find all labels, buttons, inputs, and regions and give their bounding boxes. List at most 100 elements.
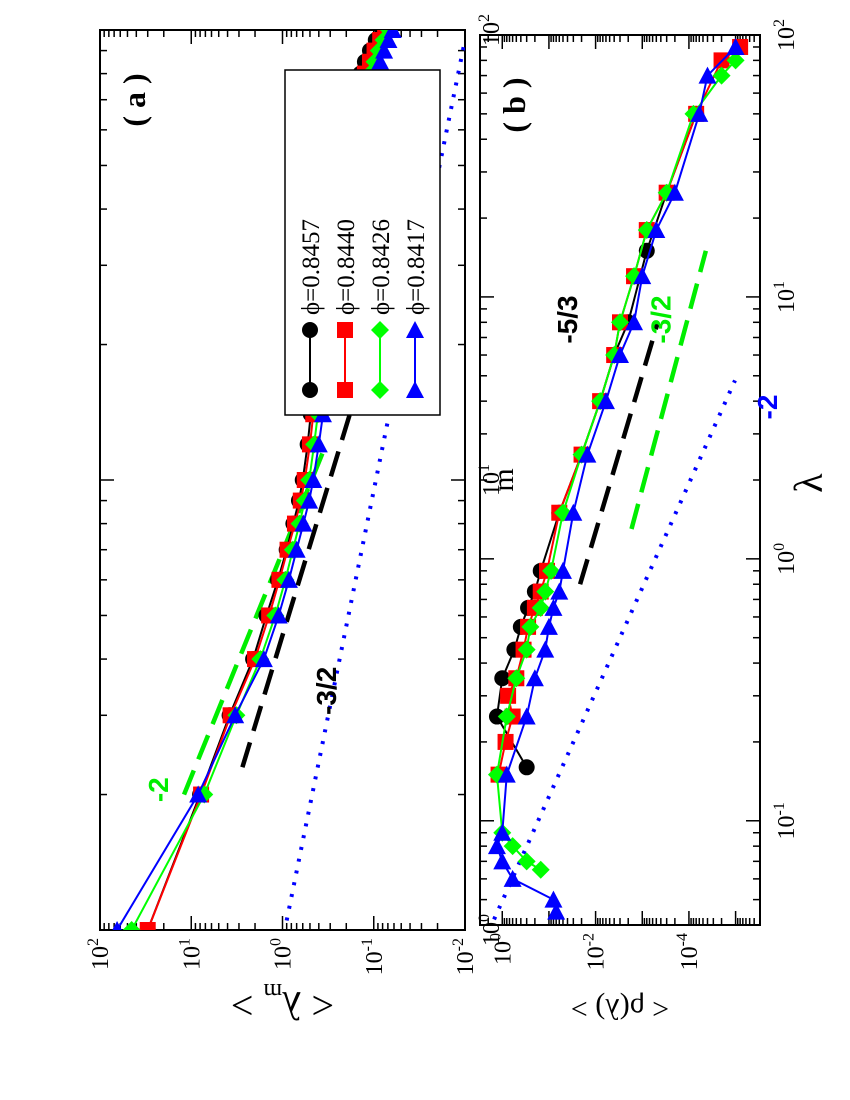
guide-label-0: -5/3: [552, 295, 583, 343]
y-tick-label-exp: 0: [268, 938, 285, 946]
data-point: [564, 503, 583, 521]
x-tick-label: 10-1: [771, 802, 800, 839]
guide-label-1: -3/2: [311, 667, 342, 715]
data-point: [536, 640, 555, 658]
data-point: [302, 322, 318, 338]
y-axis-label-main: < λ: [282, 983, 335, 1028]
legend-box: [284, 69, 441, 416]
x-tick-label-base: 10: [774, 27, 800, 51]
data-point: [494, 670, 511, 687]
legend-label: ϕ=0.8417: [403, 219, 430, 315]
x-tick-label-exp: -1: [771, 802, 788, 815]
x-tick-label-base: 10: [774, 551, 800, 575]
data-point: [375, 41, 394, 59]
x-tick-label-base: 10: [774, 289, 800, 313]
data-point: [544, 598, 563, 616]
guide-line-0: [577, 321, 660, 585]
y-axis-label-close: >: [231, 983, 264, 1028]
x-tick-label: 101: [476, 464, 505, 496]
x-tick-label: 102: [771, 19, 800, 51]
y-tick-label-exp: -1: [359, 938, 376, 951]
data-point: [497, 733, 514, 750]
guide-line-2: [492, 379, 737, 921]
data-point: [633, 267, 652, 285]
data-point: [596, 392, 615, 410]
x-tick-label-exp: 0: [771, 543, 788, 551]
guide-line-1: [240, 413, 352, 768]
data-point: [371, 52, 390, 70]
data-point: [304, 471, 323, 488]
y-axis-label-sub: m: [263, 978, 282, 1004]
data-point: [698, 66, 717, 84]
data-point: [254, 650, 273, 668]
data-point: [726, 37, 745, 55]
legend: ϕ=0.8457 ϕ=0.8440 ϕ=0.8426 ϕ=0.8417: [284, 69, 441, 416]
data-point: [726, 51, 745, 70]
data-point: [294, 514, 313, 532]
data-point: [226, 706, 245, 724]
data-point: [531, 860, 550, 879]
x-tick-label-exp: 1: [771, 281, 788, 289]
guide-line-1: [629, 250, 709, 530]
data-point: [302, 382, 318, 398]
y-tick-label-base: 10: [453, 951, 479, 975]
data-point: [122, 921, 141, 930]
data-point: [488, 708, 505, 725]
data-point: [371, 321, 389, 339]
y-tick-label: 101: [176, 938, 205, 970]
plot-frame: [479, 34, 761, 926]
data-point: [493, 823, 512, 841]
data-point: [406, 321, 424, 338]
data-point: [406, 381, 424, 398]
y-tick-label: 10-2: [450, 938, 479, 975]
legend-label: ϕ=0.8426: [368, 219, 395, 315]
y-tick-label-base: 10: [362, 951, 388, 975]
x-axis-label: λ: [786, 473, 831, 493]
data-point: [611, 346, 629, 364]
panel-label: ( a ): [116, 73, 152, 126]
guide-label-2: -2: [752, 395, 783, 420]
data-point: [553, 561, 572, 579]
y-tick-label: 10-1: [359, 938, 388, 975]
y-tick-label-exp: 2: [85, 938, 102, 946]
data-point: [611, 313, 629, 332]
series-line-1: [497, 46, 741, 775]
guide-label-1: -3/2: [645, 295, 676, 343]
data-point: [525, 669, 544, 687]
data-point: [300, 491, 319, 509]
y-tick-label-base: 10: [490, 941, 516, 965]
x-tick-label-exp: 1: [476, 464, 493, 472]
y-tick-label-base: 10: [179, 946, 205, 970]
data-point: [189, 785, 208, 803]
y-tick-label-base: 10: [584, 946, 610, 970]
data-point: [647, 221, 666, 239]
x-tick-label: 100: [771, 543, 800, 575]
panel-label: ( b ): [496, 77, 532, 132]
guide-label-0: -2: [143, 777, 174, 802]
x-tick-label-exp: 0: [476, 914, 493, 922]
plot-area: [487, 37, 749, 921]
y-tick-label-exp: 0: [487, 933, 504, 941]
x-tick-label-exp: 2: [476, 14, 493, 22]
data-point: [517, 707, 536, 725]
y-tick-label: 10-4: [674, 933, 703, 970]
y-tick-label: 100: [268, 938, 297, 970]
x-tick-label-base: 10: [479, 472, 505, 496]
y-tick-label: 102: [85, 938, 114, 970]
data-point: [269, 606, 288, 624]
data-point: [665, 183, 684, 201]
data-point: [337, 382, 353, 398]
y-axis-label: < λm >: [231, 978, 334, 1028]
legend-label: ϕ=0.8440: [333, 219, 360, 315]
x-tick-label-base: 10: [774, 815, 800, 839]
data-point: [493, 852, 512, 870]
data-point: [544, 890, 563, 908]
data-point: [518, 759, 535, 776]
y-tick-label-base: 10: [677, 946, 703, 970]
data-point: [497, 765, 516, 783]
y-axis-label: < ρ(λ) >: [571, 992, 669, 1025]
legend-label: ϕ=0.8457: [298, 219, 325, 315]
data-point: [550, 582, 569, 600]
